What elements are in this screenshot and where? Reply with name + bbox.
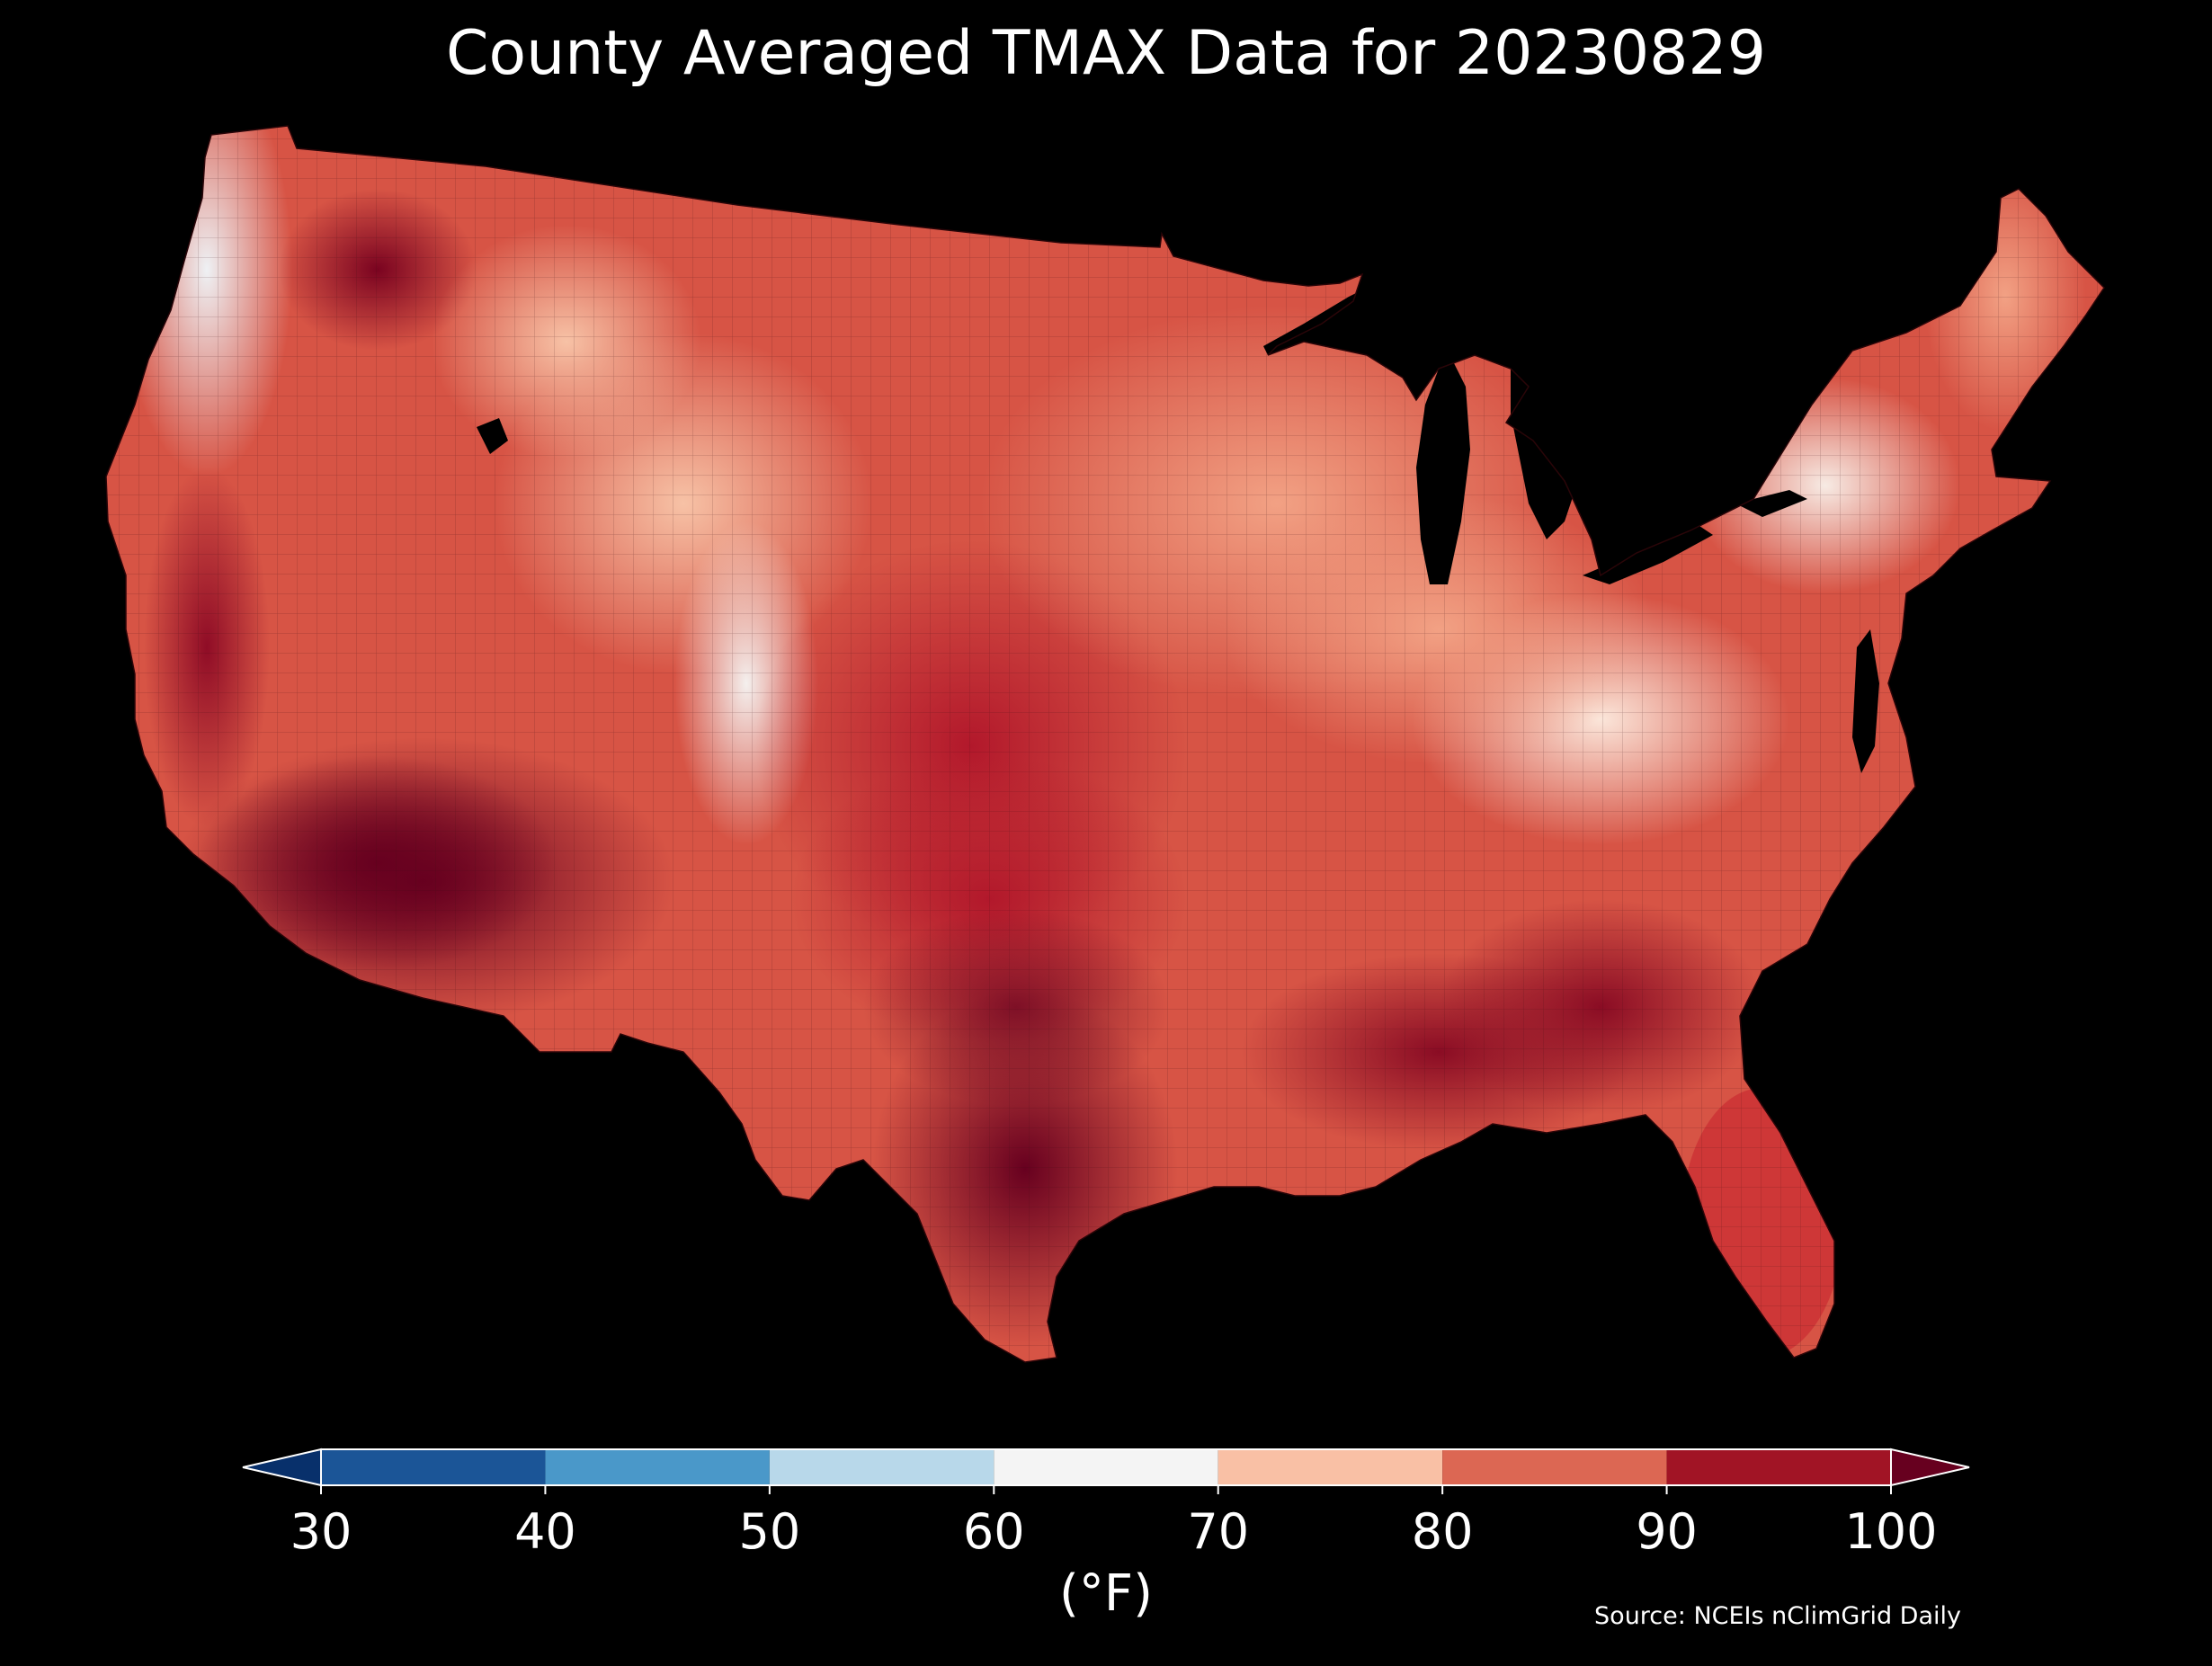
- colorbar-bin-40-50: [545, 1449, 770, 1485]
- chart-title: County Averaged TMAX Data for 20230829: [446, 18, 1766, 89]
- colorbar: 30 40 50 60 70 80 90 100: [242, 1448, 1970, 1560]
- colorbar-tick-label: 100: [1844, 1503, 1937, 1560]
- us-county-map: [105, 125, 2105, 1363]
- colorbar-tick-label: 50: [738, 1503, 800, 1560]
- colorbar-bin-60-70: [994, 1449, 1218, 1485]
- colorbar-tick-label: 40: [514, 1503, 576, 1560]
- colorbar-bin-90-100: [1666, 1449, 1891, 1485]
- chesapeake-bay: [1852, 629, 1879, 773]
- colorbar-tick-label: 80: [1412, 1503, 1474, 1560]
- colorbar-tick-label: 30: [290, 1503, 352, 1560]
- colorbar-bin-70-80: [1217, 1449, 1443, 1485]
- colorbar-tick-label: 90: [1636, 1503, 1698, 1560]
- great-salt-lake: [477, 418, 508, 454]
- lake-huron: [1511, 369, 1583, 539]
- colorbar-label: (°F): [1059, 1564, 1153, 1623]
- colorbar-under-arrow: [242, 1448, 322, 1487]
- temperature-field: [106, 126, 2104, 1362]
- lake-ontario: [1735, 490, 1807, 517]
- colorbar-tick-label: 60: [963, 1503, 1025, 1560]
- colorbar-frame: [320, 1448, 1892, 1486]
- colorbar-bin-30-40: [321, 1449, 546, 1485]
- lake-erie: [1583, 526, 1713, 584]
- colorbar-bin-80-90: [1442, 1449, 1667, 1485]
- colorbar-over-arrow: [1890, 1448, 1970, 1487]
- county-boundaries: [106, 126, 2104, 1362]
- lake-michigan: [1416, 360, 1470, 584]
- colorbar-bins: [321, 1449, 1891, 1485]
- source-note: Source: NCEIs nClimGrid Daily: [1594, 1602, 1961, 1630]
- colorbar-tick-label: 70: [1187, 1503, 1249, 1560]
- lake-superior: [1263, 283, 1376, 355]
- colorbar-bin-50-60: [769, 1449, 995, 1485]
- colorbar-ticks: 30 40 50 60 70 80 90 100: [290, 1485, 1938, 1560]
